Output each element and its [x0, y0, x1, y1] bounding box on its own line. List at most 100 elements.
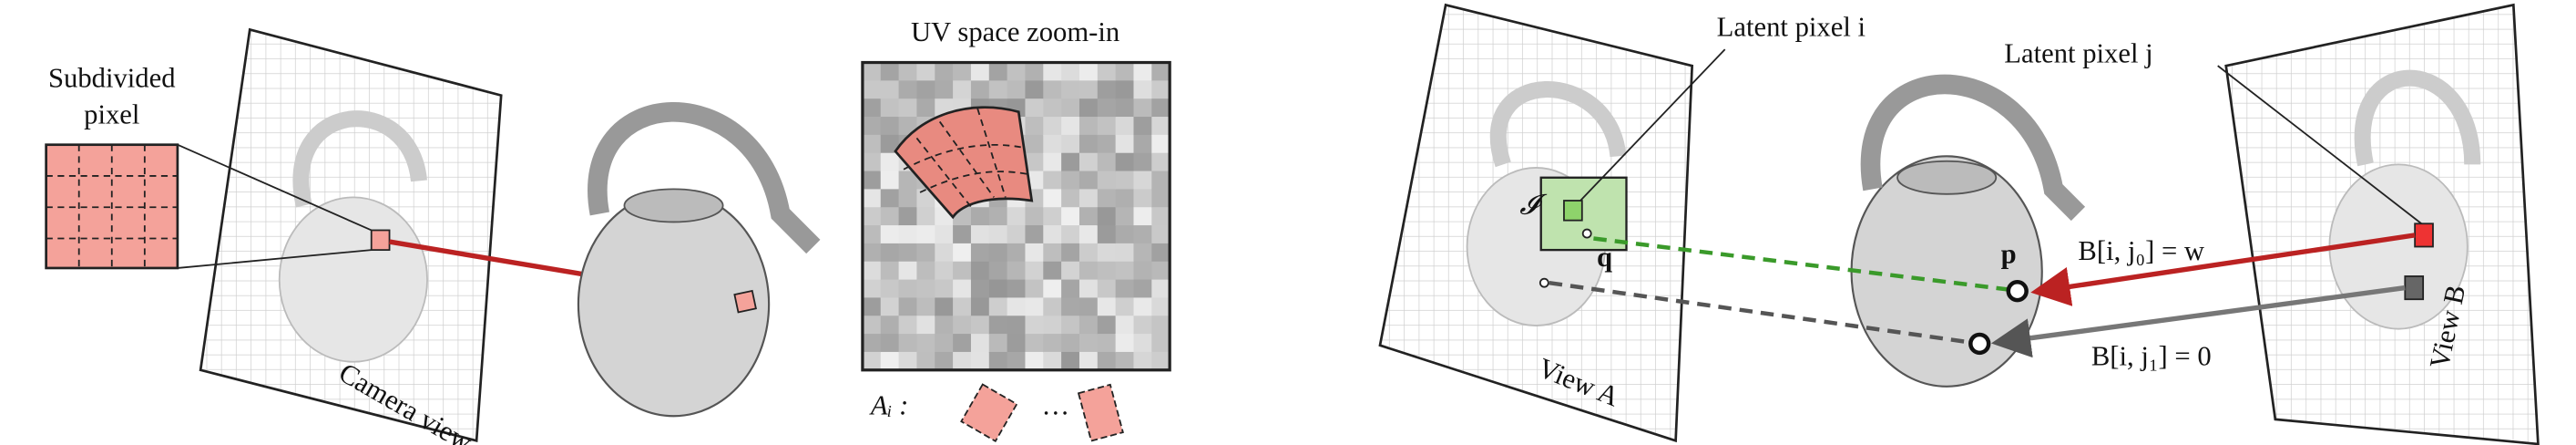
- texel: [1078, 98, 1099, 118]
- texel: [1151, 243, 1171, 263]
- texel: [1115, 80, 1135, 100]
- texel: [970, 207, 990, 226]
- texel: [916, 243, 936, 263]
- texel: [953, 316, 972, 335]
- texel: [1115, 189, 1135, 209]
- texel: [898, 261, 918, 281]
- texel: [862, 152, 882, 172]
- texel: [988, 62, 1008, 82]
- texel: [862, 297, 882, 317]
- ghost-handle: [292, 110, 427, 208]
- texel: [1151, 117, 1171, 136]
- texel: [862, 98, 882, 118]
- teapot-handle: [588, 102, 821, 254]
- texel: [1115, 152, 1135, 172]
- texel: [1078, 189, 1099, 209]
- texel: [1151, 134, 1171, 154]
- texel: [1025, 279, 1045, 299]
- texel: [935, 334, 955, 353]
- texel: [1133, 134, 1153, 154]
- teapot-lid: [623, 188, 724, 223]
- texel: [935, 351, 955, 371]
- texel: [1061, 261, 1080, 281]
- texel: [862, 117, 882, 136]
- texel: [988, 316, 1008, 335]
- texel: [1133, 334, 1153, 353]
- texel: [880, 297, 900, 317]
- texel: [1025, 225, 1045, 244]
- texel: [1151, 171, 1171, 191]
- texel: [953, 297, 972, 317]
- texel: [916, 297, 936, 317]
- texel: [916, 189, 936, 209]
- texel: [953, 225, 972, 244]
- latent-j-label: Latent pixel j: [2004, 38, 2152, 69]
- texel: [1061, 297, 1080, 317]
- texel: [1025, 316, 1045, 335]
- texel: [1097, 243, 1117, 263]
- texel: [1115, 279, 1135, 299]
- texel: [1043, 243, 1063, 263]
- texel: [1133, 261, 1153, 281]
- texel: [1151, 297, 1171, 317]
- texel: [1025, 117, 1045, 136]
- texel: [1133, 316, 1153, 335]
- texel: [1043, 171, 1063, 191]
- texel: [953, 243, 972, 263]
- texel: [1133, 171, 1153, 191]
- texel: [1043, 98, 1063, 118]
- uv-patch: [894, 106, 1034, 220]
- texel: [880, 261, 900, 281]
- texel: [916, 80, 936, 100]
- sample-pixel: [1077, 383, 1124, 442]
- texel: [898, 243, 918, 263]
- leader: [1579, 48, 1726, 202]
- texel: [1133, 80, 1153, 100]
- texel: [1007, 334, 1027, 353]
- texel: [1115, 117, 1135, 136]
- texel: [1115, 98, 1135, 118]
- texel: [935, 261, 955, 281]
- texel: [1151, 98, 1171, 118]
- texel: [1025, 261, 1045, 281]
- texel: [880, 351, 900, 371]
- texel: [1078, 207, 1099, 226]
- texel: [880, 279, 900, 299]
- texel: [953, 261, 972, 281]
- texel: [1043, 62, 1063, 82]
- texel: [1078, 351, 1099, 371]
- texel: [1061, 243, 1080, 263]
- texel: [1151, 152, 1171, 172]
- texel: [1115, 225, 1135, 244]
- texel: [862, 351, 882, 371]
- texel: [880, 189, 900, 209]
- texel: [1061, 62, 1080, 82]
- texel: [1007, 316, 1027, 335]
- texel: [1097, 261, 1117, 281]
- a-label: Aᵢ :: [869, 389, 908, 420]
- texel: [898, 316, 918, 335]
- texel: [1097, 334, 1117, 353]
- texel: [1097, 351, 1117, 371]
- texel: [1007, 62, 1027, 82]
- texel: [898, 225, 918, 244]
- texel: [1151, 279, 1171, 299]
- texel: [1007, 80, 1027, 100]
- texel: [988, 279, 1008, 299]
- texel: [1061, 134, 1080, 154]
- texel: [988, 80, 1008, 100]
- texel: [1097, 297, 1117, 317]
- texel: [1025, 334, 1045, 353]
- zoom-lines: [177, 143, 373, 269]
- texel: [1097, 134, 1117, 154]
- texel: [1078, 243, 1099, 263]
- ghost-handle: [2354, 69, 2481, 167]
- texel: [935, 243, 955, 263]
- texel: [1078, 117, 1099, 136]
- texel: [1078, 171, 1099, 191]
- texel: [1043, 134, 1063, 154]
- texel: [916, 98, 936, 118]
- texel: [898, 207, 918, 226]
- texel: [988, 207, 1008, 226]
- texel: [953, 334, 972, 353]
